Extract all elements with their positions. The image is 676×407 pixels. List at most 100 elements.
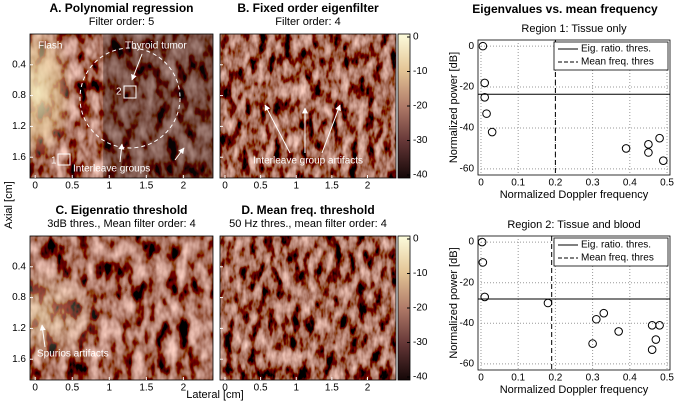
x-axis-label: Lateral [cm] bbox=[186, 389, 243, 401]
x-axis-label: Normalized Doppler frequency bbox=[500, 384, 649, 396]
x-tick-label: 1 bbox=[293, 383, 299, 394]
y-tick-label: 0.4 bbox=[12, 59, 26, 70]
point bbox=[647, 345, 657, 354]
y-tick-label: 1.6 bbox=[12, 354, 26, 365]
x-tick-label: 0.2 bbox=[548, 178, 562, 189]
x-tick-label: 1 bbox=[106, 383, 112, 394]
point bbox=[644, 148, 653, 157]
x-tick-label: 2 bbox=[365, 383, 371, 394]
dark-region bbox=[103, 34, 213, 178]
image-frame bbox=[219, 235, 397, 381]
colorbar-tick-label: -40 bbox=[413, 372, 428, 383]
point bbox=[655, 133, 664, 143]
point bbox=[588, 339, 597, 348]
legend bbox=[553, 237, 669, 267]
x-tick-label: 2 bbox=[365, 181, 371, 192]
point bbox=[480, 92, 489, 102]
colorbar-tick-label: -20 bbox=[413, 101, 428, 112]
x-tick-label: 0.4 bbox=[623, 178, 637, 189]
arrow bbox=[264, 104, 291, 154]
y-tick-label: -20 bbox=[460, 277, 475, 288]
colorbar-tick-label: -10 bbox=[413, 268, 428, 279]
x-tick-label: 1 bbox=[293, 181, 299, 192]
y-tick-label: -20 bbox=[460, 82, 475, 93]
legend bbox=[553, 41, 669, 71]
colorbar-tick-label: -20 bbox=[413, 303, 428, 314]
point bbox=[482, 109, 491, 118]
panel-subtitle: 50 Hz thres., mean filter order: 4 bbox=[229, 218, 387, 230]
x-tick-label: 0.4 bbox=[623, 373, 637, 384]
y-tick-label: 0.8 bbox=[12, 90, 26, 101]
y-tick-label: 0 bbox=[468, 237, 474, 248]
annotation: Thyroid tumor bbox=[125, 41, 187, 52]
arrow bbox=[174, 147, 185, 161]
y-tick-label: -40 bbox=[460, 318, 475, 329]
point bbox=[644, 140, 653, 149]
x-tick-label: 0.1 bbox=[511, 178, 525, 189]
y-tick-label: -60 bbox=[460, 164, 475, 175]
x-tick-label: 1.5 bbox=[325, 181, 339, 192]
x-tick-label: 0 bbox=[32, 383, 38, 394]
colorbar-tick-label: -30 bbox=[413, 135, 428, 146]
annotation: Interleave groups bbox=[73, 164, 150, 175]
image-frame bbox=[219, 33, 397, 179]
ultrasound-image bbox=[220, 236, 396, 380]
colorbar-tick-label: 0 bbox=[413, 32, 419, 43]
y-tick-label: 0.4 bbox=[12, 261, 26, 272]
panel-subtitle: Filter order: 5 bbox=[89, 16, 154, 28]
panel-title: D. Mean freq. threshold bbox=[241, 203, 374, 217]
point bbox=[614, 327, 623, 336]
chart-subtitle: Region 2: Tissue and blood bbox=[507, 219, 640, 231]
x-tick-label: 0.5 bbox=[254, 181, 268, 192]
x-tick-label: 1.5 bbox=[139, 383, 153, 394]
y-tick-label: -60 bbox=[460, 359, 475, 370]
image-frame bbox=[29, 235, 214, 381]
x-tick-label: 0.1 bbox=[511, 373, 525, 384]
point bbox=[659, 156, 668, 165]
ultrasound-image bbox=[220, 34, 396, 178]
y-axis-label: Normalized power [dB] bbox=[448, 247, 460, 358]
x-tick-label: 0.5 bbox=[660, 373, 674, 384]
point bbox=[599, 308, 609, 318]
colorbar-tick-label: -10 bbox=[413, 66, 428, 77]
point bbox=[477, 237, 487, 247]
legend-label: Mean freq. thres bbox=[581, 253, 654, 264]
x-tick-label: 0.5 bbox=[254, 383, 268, 394]
x-tick-label: 2 bbox=[181, 181, 187, 192]
point bbox=[487, 127, 497, 137]
legend-label: Mean freq. thres bbox=[581, 57, 654, 68]
panel-title: A. Polynomial regression bbox=[49, 1, 193, 15]
image-frame bbox=[29, 33, 214, 179]
point bbox=[480, 292, 489, 302]
x-tick-label: 1 bbox=[106, 181, 112, 192]
panel-title: B. Fixed order eigenfilter bbox=[237, 1, 379, 15]
region-box bbox=[123, 85, 137, 99]
region-box bbox=[57, 153, 71, 166]
point bbox=[480, 78, 489, 88]
legend-label: Eig. ratio. thres. bbox=[581, 240, 651, 251]
point bbox=[651, 335, 661, 344]
tumor-outline bbox=[79, 47, 181, 149]
x-tick-label: 0.3 bbox=[586, 373, 600, 384]
x-tick-label: 0.2 bbox=[548, 373, 562, 384]
point bbox=[478, 258, 488, 267]
chart-subtitle: Region 1: Tissue only bbox=[521, 23, 627, 35]
x-tick-label: 1.5 bbox=[325, 383, 339, 394]
annotation: Flash bbox=[38, 41, 62, 52]
colorbar-tick-label: -30 bbox=[413, 337, 428, 348]
x-tick-label: 0 bbox=[478, 178, 484, 189]
y-axis-label: Normalized power [dB] bbox=[448, 52, 460, 163]
y-tick-label: 1.2 bbox=[12, 323, 26, 334]
x-tick-label: 2 bbox=[181, 383, 187, 394]
spurious-region bbox=[30, 236, 213, 380]
point bbox=[592, 314, 601, 324]
x-tick-label: 0 bbox=[222, 383, 228, 394]
point bbox=[478, 41, 488, 51]
flash-region bbox=[30, 34, 104, 178]
x-tick-label: 0.3 bbox=[586, 178, 600, 189]
arrow bbox=[39, 324, 46, 348]
point bbox=[655, 321, 664, 330]
panel-title: C. Eigenratio threshold bbox=[55, 203, 187, 217]
x-axis-label: Normalized Doppler frequency bbox=[500, 189, 649, 201]
